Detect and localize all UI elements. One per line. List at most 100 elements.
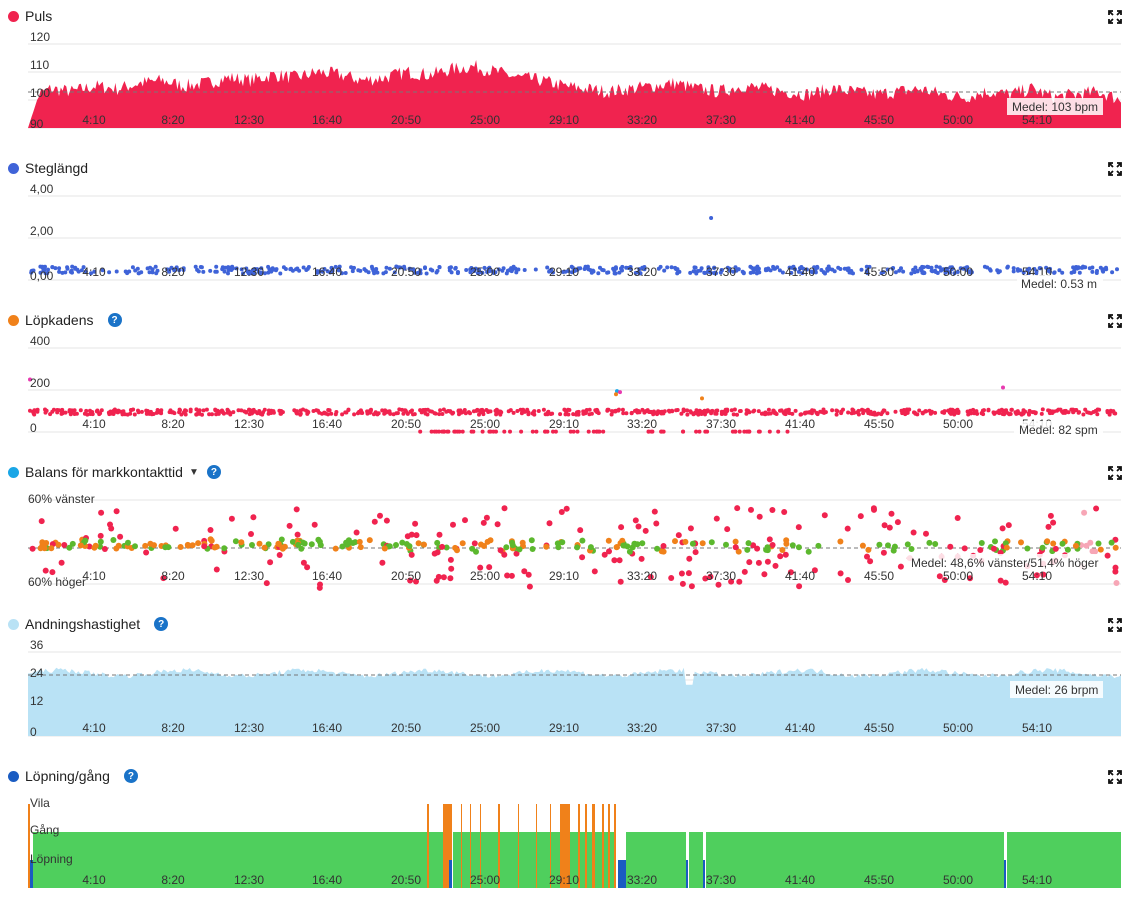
steg-point [130,265,135,270]
steg-point [1060,270,1065,275]
kadens-point [571,412,576,417]
balans-point [795,544,802,551]
balans-point [990,545,997,552]
steg-point [748,270,753,275]
balans-point [529,546,536,552]
steg-point [815,265,820,270]
expand-icon[interactable] [1108,770,1122,784]
balans-point [837,538,844,545]
x-tick: 33:20 [627,417,657,431]
x-tick: 45:50 [864,873,894,887]
kadens-point [966,412,971,417]
balans-point [29,545,36,552]
panel-lopkadens: Löpkadens ? 400 200 0 4:10 8:20 12:30 16:40 20… [0,304,1136,456]
steg-point [336,268,341,273]
balans-point [519,539,526,546]
kadens-point [352,412,357,417]
panel-title: Löpkadens [25,312,94,328]
balans-point [459,540,466,547]
kadens-point [703,412,707,417]
expand-icon[interactable] [1108,466,1122,480]
y-tick: 400 [30,334,50,348]
balans-point [332,545,339,552]
help-icon[interactable]: ? [107,313,122,327]
steg-point [473,266,478,271]
balans-point [779,547,786,553]
expand-icon[interactable] [1108,162,1122,176]
steg-point [677,269,682,274]
steg-chart: 4,00 2,00 0,00 4:10 8:20 12:30 16:40 20:50 25:0… [28,182,1121,292]
expand-icon[interactable] [1108,10,1122,24]
balans-point [343,539,350,546]
balans-point [434,539,441,546]
balans-point [777,553,784,560]
steg-point [847,270,852,275]
steg-point [669,265,674,270]
vila-bar [578,804,580,888]
expand-icon[interactable] [1108,314,1122,328]
balans-point [381,545,388,552]
kadens-point [744,411,749,416]
x-tick: 12:30 [234,417,264,431]
kadens-point [834,412,839,417]
medel-bg [1007,98,1103,115]
balans-point [1112,564,1119,571]
steg-point [384,265,389,270]
balans-point [1052,545,1059,552]
steg-point [606,270,611,275]
kadens-point [725,407,730,412]
help-icon[interactable]: ? [123,769,138,783]
kadens-point [242,409,247,414]
puls-chart: 120 110 100 90 4:10 8:20 12:30 16:40 20:50 25:00… [28,30,1121,131]
steg-point [278,271,283,276]
x-tick: 33:20 [627,113,657,127]
kadens-point [1074,408,1079,412]
x-tick: 45:50 [864,113,894,127]
steg-point [988,268,993,273]
kadens-point [78,408,83,413]
kadens-point [194,407,199,412]
balans-point [165,544,172,551]
steg-point [223,265,228,270]
steg-point [487,265,492,270]
kadens-point [484,408,489,412]
balans-point [526,583,533,590]
kadens-point [425,407,430,412]
panel-header: Balans för markkontakttid ▼ ? [8,462,221,482]
steg-point [333,264,338,269]
steg-point [1057,268,1062,273]
steg-point [920,270,925,275]
balans-point [339,543,346,550]
balans-point [249,542,255,548]
expand-icon[interactable] [1108,618,1122,632]
steg-point [137,271,141,276]
steg-point [859,267,864,272]
steg-point [799,265,804,269]
vila-bar [461,804,462,888]
dropdown-caret-icon[interactable]: ▼ [188,466,199,478]
kadens-point [251,407,256,412]
balans-point [682,538,689,545]
kadens-point [646,429,651,434]
kadens-point [311,409,316,413]
y-tick: 60% vänster [28,492,95,506]
steg-point [114,269,119,274]
help-icon[interactable]: ? [206,465,221,479]
x-tick: 37:30 [706,721,736,735]
steg-point [337,264,342,269]
steg-point [325,269,330,274]
steg-point [736,267,741,272]
balans-point [406,543,413,550]
panel-steglangd: Steglängd 4,00 2,00 0,00 4:10 8:20 12:30 16:4… [0,152,1136,304]
balans-point [967,575,973,582]
help-icon[interactable]: ? [154,617,169,631]
kadens-point [839,409,844,414]
steg-point [656,266,661,271]
steg-point [201,269,206,274]
lopning-bar [449,860,452,888]
x-tick: 41:40 [785,569,815,583]
balans-point [668,575,675,581]
steg-point [38,270,43,275]
kadens-point [616,408,621,413]
steg-point [909,271,914,276]
